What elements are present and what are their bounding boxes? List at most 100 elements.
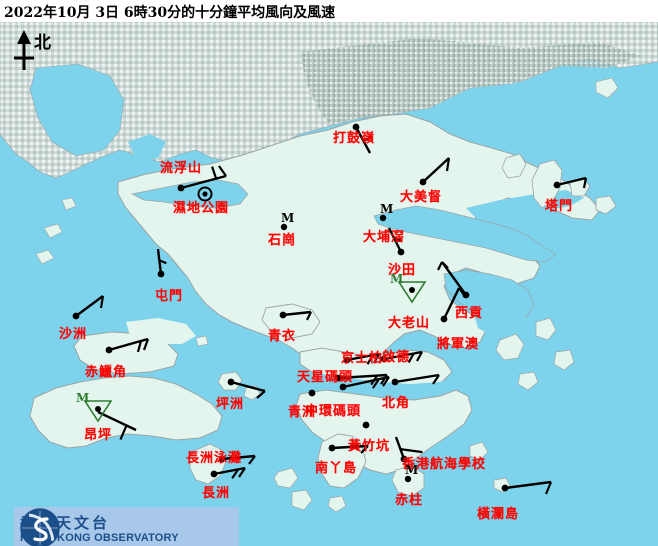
inner-port-shelter bbox=[472, 304, 530, 338]
station-marker[interactable] bbox=[352, 123, 373, 154]
station-marker[interactable] bbox=[362, 421, 370, 429]
station-marker[interactable] bbox=[419, 157, 451, 186]
station-label-15: 坪洲 bbox=[216, 397, 245, 412]
station-marker[interactable] bbox=[83, 400, 137, 440]
wind-barb-staff bbox=[394, 436, 406, 460]
station-marker[interactable] bbox=[387, 227, 405, 256]
station-marker[interactable] bbox=[404, 475, 412, 483]
wind-barb-feather bbox=[441, 261, 449, 269]
hko-logo-icon bbox=[20, 508, 60, 546]
station-marker[interactable] bbox=[394, 436, 423, 463]
title-bar: 2022年10月 3日 6時30分的十分鐘平均風向及風速 bbox=[0, 0, 658, 22]
wind-barb-feather bbox=[544, 481, 553, 495]
station-dot bbox=[72, 312, 80, 320]
station-marker[interactable] bbox=[227, 378, 266, 399]
station-target-ring bbox=[197, 186, 213, 202]
wind-barb-feather bbox=[437, 261, 443, 271]
station-marker[interactable] bbox=[391, 373, 440, 386]
wind-barb-feather bbox=[306, 311, 312, 321]
station-label-5: 大埔滘 bbox=[363, 230, 406, 245]
station-m-marker: M bbox=[390, 272, 404, 286]
station-label-6: 沙田 bbox=[388, 263, 417, 278]
wind-barb-feather bbox=[373, 353, 380, 364]
wind-barb-feather bbox=[142, 338, 150, 351]
lantau-island bbox=[29, 375, 223, 449]
station-dot bbox=[227, 378, 235, 386]
station-label-3: 打鼓嶺 bbox=[333, 131, 376, 146]
wind-barb-feather bbox=[99, 295, 105, 309]
wind-barb-feather bbox=[393, 236, 402, 242]
station-label-8: 西貢 bbox=[455, 306, 484, 321]
station-marker[interactable] bbox=[343, 352, 380, 365]
station-dot bbox=[409, 287, 415, 293]
wind-barb-feather bbox=[458, 287, 465, 296]
station-label-27: 香港航海學校 bbox=[402, 457, 487, 472]
station-dot bbox=[202, 191, 208, 197]
station-dot bbox=[501, 484, 509, 492]
station-label-17: 啟德 bbox=[382, 350, 411, 365]
wind-barb-feather bbox=[119, 425, 128, 440]
po-toi-and-islets bbox=[273, 467, 347, 513]
station-marker[interactable] bbox=[397, 281, 427, 304]
wind-barb-staff bbox=[213, 466, 246, 476]
station-marker[interactable] bbox=[328, 444, 369, 454]
station-marker[interactable] bbox=[501, 480, 553, 495]
wind-barb-layer bbox=[72, 123, 588, 495]
station-dot bbox=[379, 214, 387, 222]
station-marker[interactable] bbox=[380, 350, 423, 364]
station-dot bbox=[419, 178, 427, 186]
wind-barb-staff bbox=[97, 410, 137, 432]
deep-bay bbox=[130, 179, 249, 209]
station-dot bbox=[308, 389, 316, 397]
station-label-7: 塔門 bbox=[545, 199, 574, 214]
station-dot bbox=[328, 444, 336, 452]
station-marker[interactable] bbox=[553, 176, 588, 189]
station-m-marker: M bbox=[76, 391, 90, 405]
wind-barb-feather bbox=[416, 351, 423, 362]
se-islets bbox=[495, 317, 575, 391]
station-marker[interactable] bbox=[437, 261, 470, 299]
station-label-2: 石崗 bbox=[268, 233, 297, 248]
station-marker[interactable] bbox=[279, 310, 312, 321]
station-dot bbox=[380, 355, 388, 363]
station-marker[interactable] bbox=[156, 248, 167, 278]
station-marker[interactable] bbox=[280, 223, 288, 231]
wind-barb-staff bbox=[354, 126, 372, 154]
station-marker[interactable] bbox=[339, 375, 390, 391]
wind-barb-staff bbox=[442, 287, 461, 320]
wind-barb-feather bbox=[136, 340, 143, 353]
north-arrow: 北 bbox=[6, 28, 66, 74]
station-marker[interactable] bbox=[197, 186, 213, 202]
station-dot bbox=[177, 184, 185, 192]
wind-barb-feather bbox=[382, 376, 390, 387]
station-label-4: 大美督 bbox=[400, 190, 443, 205]
station-dot bbox=[95, 406, 101, 412]
wind-barb-feather bbox=[256, 390, 266, 399]
map-basemap bbox=[0, 22, 658, 546]
station-label-23: 長洲泳灘 bbox=[186, 451, 243, 466]
station-marker[interactable] bbox=[440, 287, 465, 323]
station-label-19: 天星碼頭 bbox=[297, 370, 354, 385]
north-label: 北 bbox=[34, 33, 51, 53]
hong-kong-wind-map[interactable]: 流浮山 濕地公園 M 石崗 打鼓嶺 大美督 M 大埔滘 沙田 塔門 西貢 M 大老山 屯門 沙洲 赤鱲角 M 昂坪… bbox=[0, 22, 658, 546]
station-dot bbox=[391, 378, 399, 386]
station-marker[interactable] bbox=[210, 466, 246, 479]
station-marker[interactable] bbox=[177, 165, 227, 192]
north-arrow-icon bbox=[14, 30, 34, 70]
wind-barb-staff bbox=[337, 373, 388, 380]
station-marker[interactable] bbox=[379, 214, 387, 222]
station-dot bbox=[400, 455, 408, 463]
station-marker[interactable] bbox=[72, 295, 105, 320]
station-marker[interactable] bbox=[308, 389, 316, 397]
station-m-marker: M bbox=[405, 463, 419, 477]
wind-barb-feather bbox=[248, 455, 256, 465]
station-dot bbox=[404, 475, 412, 483]
wind-barb-feather bbox=[366, 354, 374, 365]
wind-barb-staff bbox=[282, 310, 312, 317]
station-marker[interactable] bbox=[218, 454, 256, 465]
station-marker[interactable] bbox=[105, 337, 150, 354]
station-label-22: 青洲 bbox=[288, 405, 317, 420]
station-dot bbox=[105, 346, 113, 354]
station-m-marker: M bbox=[380, 202, 394, 216]
